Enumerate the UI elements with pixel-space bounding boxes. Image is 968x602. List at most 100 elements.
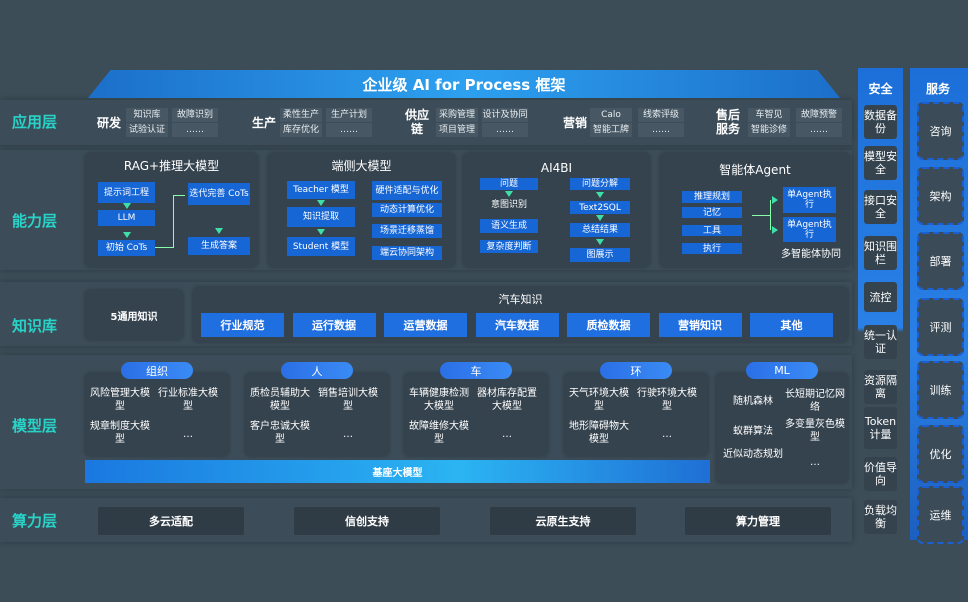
arrow-down-icon <box>123 203 131 209</box>
capability-box: 单Agent执行 <box>783 217 836 242</box>
model-item: 行驶环境大模型 <box>637 388 697 412</box>
model-item: 规章制度大模型 <box>90 421 150 445</box>
app-group-label: 供应链 <box>405 108 430 136</box>
compute-item: 多云适配 <box>98 507 244 535</box>
capability-box: 硬件适配与优化 <box>372 181 442 200</box>
service-item: 训练 <box>917 361 964 419</box>
app-group-label: 营销 <box>562 116 587 130</box>
panel-title: AI4BI <box>540 161 573 175</box>
model-item: 质检员辅助大模型 <box>250 388 310 412</box>
capability-box: 复杂度判断 <box>480 240 538 253</box>
security-item: 接口安全 <box>864 190 897 224</box>
knowledge-item-6: 其他 <box>750 313 833 337</box>
model-item: 地形障碍物大模型 <box>569 421 629 445</box>
compute-item: 信创支持 <box>294 507 440 535</box>
model-item: 随机森林 <box>733 396 773 407</box>
knowledge-item-4: 质检数据 <box>567 313 650 337</box>
service-item: 架构 <box>917 167 964 225</box>
connector-line <box>770 200 771 230</box>
model-item: … <box>502 429 512 440</box>
panel-title: RAG+推理大模型 <box>123 159 220 173</box>
layer-label-knowledge: 知识库 <box>12 317 58 335</box>
general-knowledge-box: 5通用知识 <box>85 290 183 340</box>
capability-box: 图展示 <box>570 248 630 262</box>
capability-box: 执行 <box>682 243 742 254</box>
security-item: 负载均衡 <box>864 500 897 534</box>
app-item: …… <box>172 123 218 137</box>
model-group-panel <box>716 373 848 483</box>
app-item: …… <box>796 123 842 137</box>
app-group-label: 研发 <box>96 116 121 130</box>
service-item: 运维 <box>917 486 964 544</box>
capability-box: 问题分解 <box>570 178 630 190</box>
model-pill: 车 <box>440 362 512 379</box>
app-item: …… <box>638 123 684 137</box>
layer-band <box>0 100 852 145</box>
app-item: 生产计划 <box>326 108 372 122</box>
model-item: 风险管理大模型 <box>90 388 150 412</box>
app-item: …… <box>482 123 528 137</box>
model-item: 器材库存配置大模型 <box>477 388 537 412</box>
arrow-down-icon <box>317 229 325 235</box>
app-item: 采购管理 <box>436 108 478 122</box>
arrow-down-icon <box>596 239 604 245</box>
capability-box: 场景迁移蒸馏 <box>372 224 442 238</box>
app-item: 智能工牌 <box>590 123 632 137</box>
model-pill: ML <box>746 362 818 379</box>
security-item: 统一认证 <box>864 325 897 359</box>
service-item: 部署 <box>917 232 964 290</box>
model-item: … <box>183 429 193 440</box>
capability-box: 提示词工程 <box>98 182 155 203</box>
app-group-label: 售后服务 <box>716 108 741 136</box>
security-title: 安全 <box>868 82 893 96</box>
model-pill: 环 <box>600 362 672 379</box>
knowledge-item-5: 营销知识 <box>658 313 742 337</box>
knowledge-item-1: 运行数据 <box>292 313 376 337</box>
layer-label-compute: 算力层 <box>12 512 58 530</box>
model-item: 故障维修大模型 <box>409 421 469 445</box>
app-item: …… <box>326 123 372 137</box>
capability-box: 语义生成 <box>480 219 538 233</box>
model-item: … <box>662 429 672 440</box>
capability-box: 端云协同架构 <box>372 246 442 260</box>
model-item: 多变量灰色模型 <box>785 419 845 443</box>
capability-box: 知识提取 <box>287 207 355 227</box>
model-item: 销售培训大模型 <box>318 388 378 412</box>
arrow-down-icon <box>215 228 223 234</box>
app-item: 试验认证 <box>126 123 168 137</box>
arrow-right-icon <box>772 226 778 234</box>
model-pill: 人 <box>281 362 353 379</box>
service-item: 咨询 <box>917 102 964 160</box>
model-group-panel <box>404 373 548 456</box>
security-item: 流控 <box>864 282 897 312</box>
app-item: 知识库 <box>126 108 168 122</box>
model-item: 客户忠诚大模型 <box>250 421 310 445</box>
arrow-down-icon <box>596 192 604 198</box>
knowledge-item-0: 行业规范 <box>201 313 284 337</box>
app-item: 车智见 <box>748 108 790 122</box>
arrow-down-icon <box>123 232 131 238</box>
app-item: 故障预警 <box>796 108 842 122</box>
capability-box: 推理规划 <box>682 191 742 203</box>
service-item: 优化 <box>917 425 964 483</box>
capability-box: 单Agent执行 <box>783 187 836 213</box>
security-item: 价值导向 <box>864 457 897 491</box>
capability-box: 动态计算优化 <box>372 203 442 217</box>
security-item: 资源隔离 <box>864 370 897 404</box>
capability-box: Teacher 模型 <box>287 181 355 199</box>
compute-item: 云原生支持 <box>490 507 636 535</box>
model-item: 行业标准大模型 <box>158 388 218 412</box>
connector-line <box>173 195 185 196</box>
model-item: 长短期记忆网络 <box>785 389 845 413</box>
capability-box: Text2SQL <box>570 201 630 214</box>
capability-box: Student 模型 <box>287 237 355 256</box>
app-item: Calo <box>590 108 632 122</box>
arrow-down-icon <box>505 191 513 197</box>
intent-recognition-text: 意图识别 <box>490 200 527 210</box>
security-item: 数据备份 <box>864 105 897 139</box>
services-title: 服务 <box>925 82 950 96</box>
compute-item: 算力管理 <box>685 507 831 535</box>
model-item: 近似动态规划 <box>723 449 783 460</box>
app-item: 线索评级 <box>638 108 684 122</box>
panel-title: 端侧大模型 <box>331 159 392 173</box>
